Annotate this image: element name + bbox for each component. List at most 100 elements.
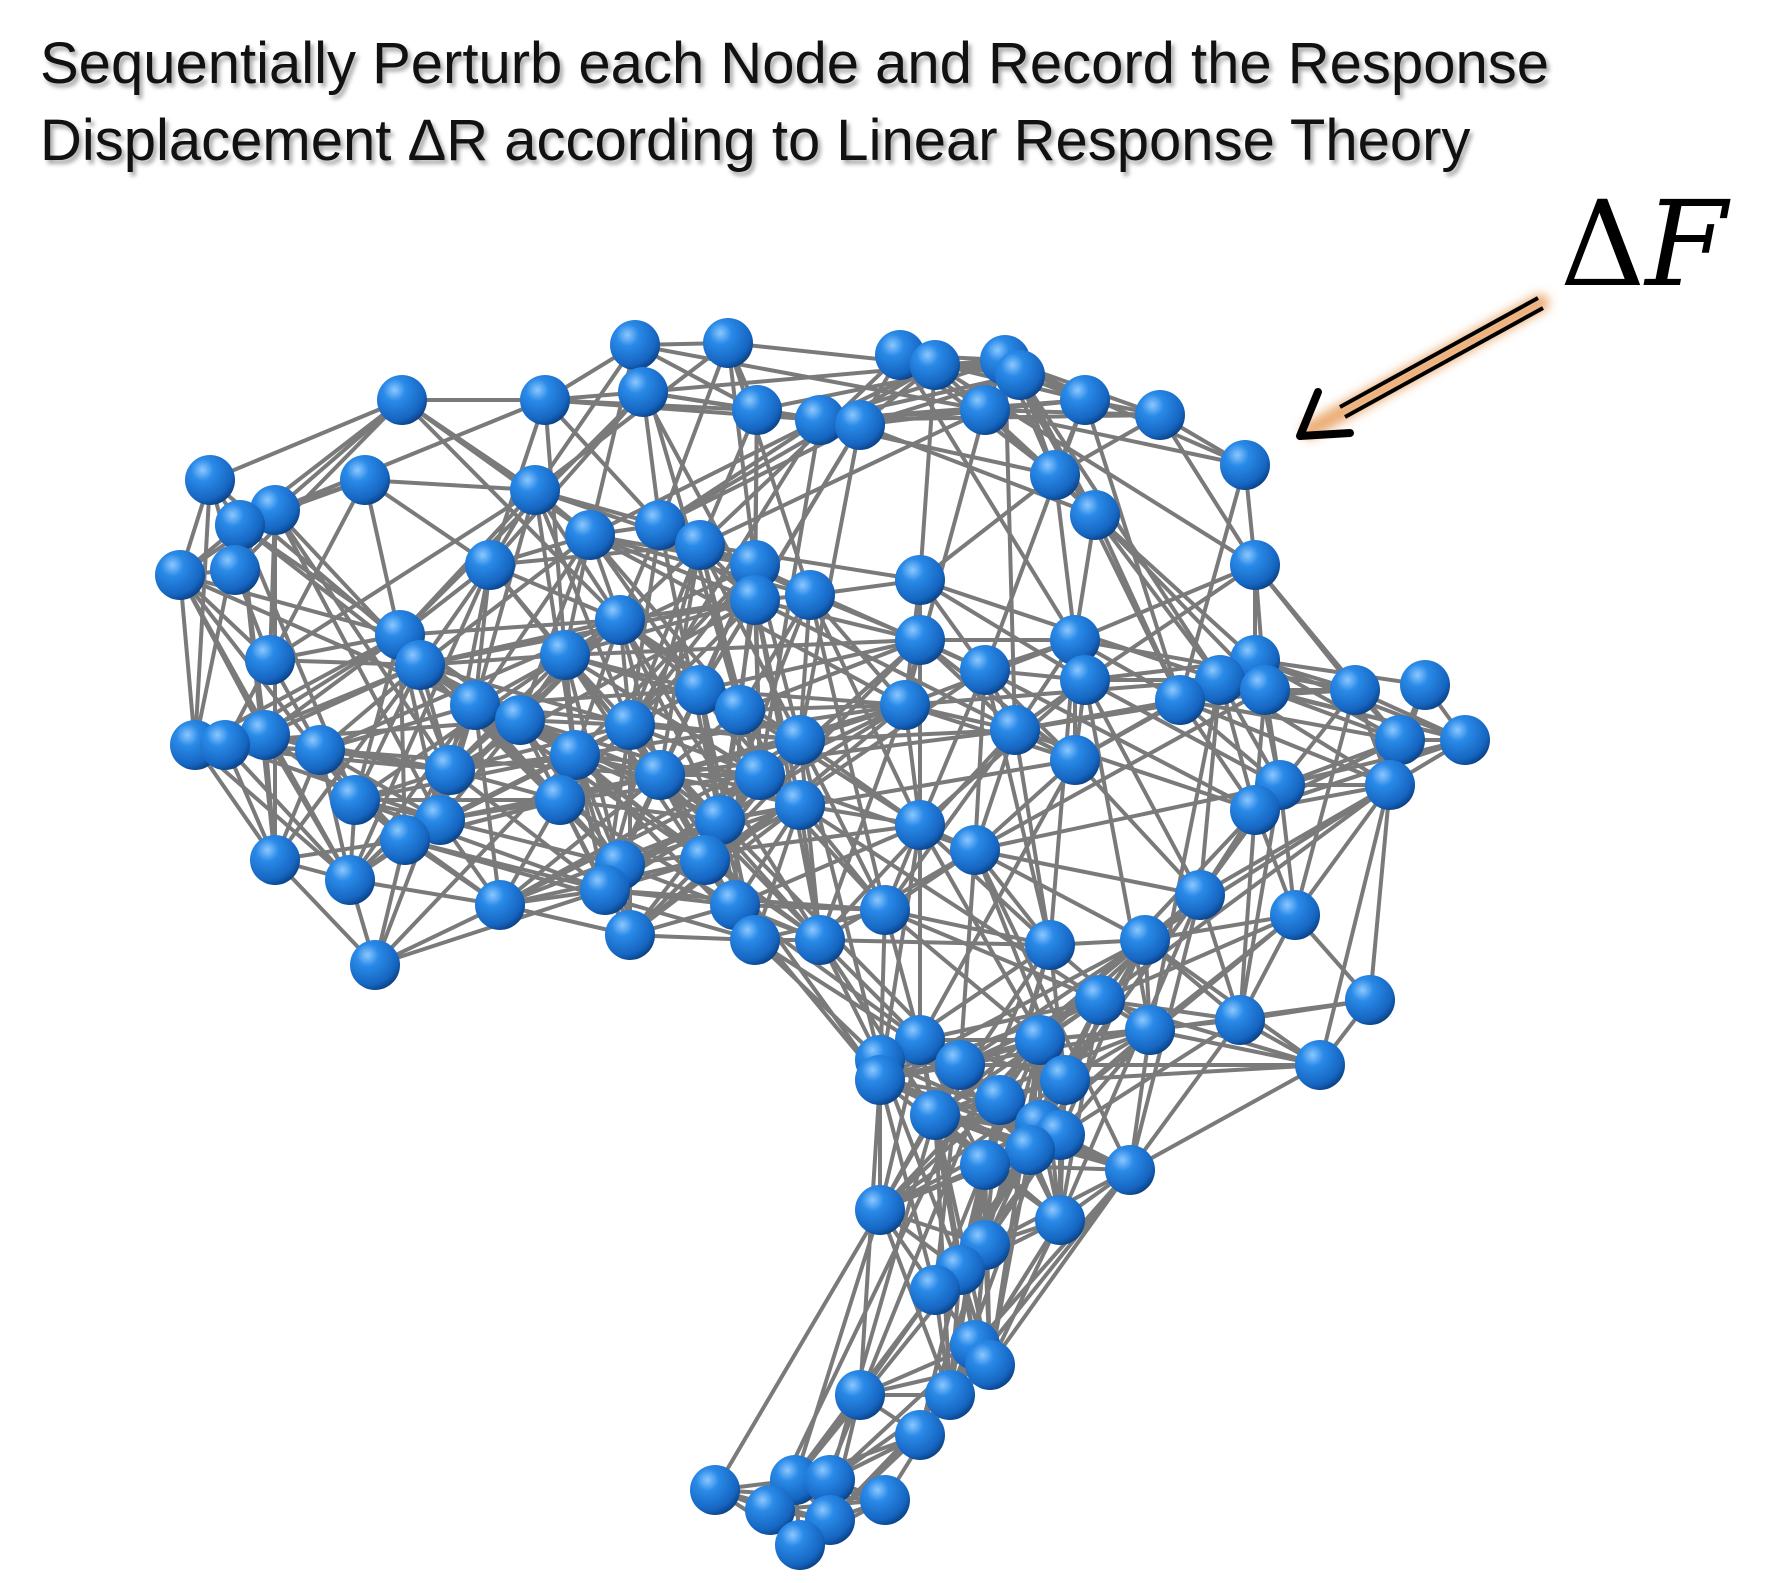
network-node-sphere-icon <box>1375 715 1425 765</box>
network-edge <box>1293 783 1392 917</box>
network-node-sphere-icon <box>250 835 300 885</box>
network-node-sphere-icon <box>425 745 475 795</box>
network-node-sphere-icon <box>925 1370 975 1420</box>
network-edge <box>588 533 757 602</box>
network-edge <box>698 408 987 547</box>
network-edge <box>1148 1028 1322 1067</box>
network-node-sphere-icon <box>510 465 560 515</box>
network-edge <box>628 598 757 727</box>
network-edge <box>1143 913 1297 942</box>
network-node-sphere-icon <box>910 1090 960 1140</box>
network-node-sphere-icon <box>805 1455 855 1505</box>
network-edge <box>363 478 537 492</box>
network-edge <box>618 618 722 822</box>
network-edge <box>1013 698 1182 732</box>
delta-f-label: ΔF <box>1560 185 1727 303</box>
network-node-sphere-icon <box>1070 490 1120 540</box>
network-edge <box>1073 758 1202 897</box>
network-node-sphere-icon <box>745 1485 795 1535</box>
network-edge <box>438 818 622 867</box>
network-edge <box>1178 698 1392 787</box>
network-edge <box>1013 728 1257 812</box>
network-edge <box>1058 893 1202 1222</box>
network-node-sphere-icon <box>540 630 590 680</box>
network-edge <box>883 728 1017 912</box>
network-edge <box>348 703 477 882</box>
network-edge <box>1083 678 1202 897</box>
network-edge <box>488 390 645 567</box>
network-edge <box>733 823 922 907</box>
network-edge <box>318 703 477 752</box>
network-edge <box>448 768 607 892</box>
network-node-sphere-icon <box>340 455 390 505</box>
network-node-sphere-icon <box>1195 655 1245 705</box>
network-node-sphere-icon <box>1240 665 1290 715</box>
network-node-sphere-icon <box>975 1075 1025 1125</box>
network-node-sphere-icon <box>795 915 845 965</box>
network-node-sphere-icon <box>860 1475 910 1525</box>
network-edge <box>353 798 607 892</box>
network-edge <box>983 668 1257 812</box>
network-edge <box>473 703 502 907</box>
network-node-sphere-icon <box>550 730 600 780</box>
network-node-sphere-icon <box>1440 715 1490 765</box>
network-edge <box>733 903 887 912</box>
network-edge <box>363 478 492 567</box>
network-node-sphere-icon <box>1155 675 1205 725</box>
network-edge <box>1178 698 1402 742</box>
network-node-sphere-icon <box>910 340 960 390</box>
network-edge <box>1018 373 1222 682</box>
network-node-sphere-icon <box>1175 870 1225 920</box>
network-edge <box>1098 913 1297 1002</box>
network-edge <box>273 398 404 512</box>
network-edge <box>988 1218 1062 1367</box>
network-node-sphere-icon <box>495 695 545 745</box>
network-node-sphere-icon <box>1345 975 1395 1025</box>
network-edge <box>798 738 887 912</box>
network-node-sphere-icon <box>675 520 725 570</box>
network-edge <box>268 478 367 662</box>
network-edge <box>973 668 987 852</box>
network-node-sphere-icon <box>960 385 1010 435</box>
network-edge <box>348 878 502 907</box>
network-edge <box>698 638 922 692</box>
network-edge <box>273 398 547 512</box>
delta-symbol: Δ <box>1560 175 1646 313</box>
network-node-sphere-icon <box>377 375 427 425</box>
network-edge <box>1073 563 1257 642</box>
network-edge <box>448 563 492 772</box>
network-edge <box>718 703 907 822</box>
network-node-sphere-icon <box>1030 450 1080 500</box>
network-edge <box>658 728 1017 777</box>
network-node-sphere-icon <box>960 1140 1010 1190</box>
network-edge <box>1293 688 1357 917</box>
network-edge <box>178 573 197 747</box>
network-edge <box>398 618 622 637</box>
network-node-sphere-icon <box>610 320 660 370</box>
network-node-sphere-icon <box>1220 440 1270 490</box>
network-node-sphere-icon <box>330 775 380 825</box>
network-edge <box>818 703 907 942</box>
perturbation-force-arrow-icon <box>1296 294 1549 440</box>
title-line-2: Displacement ΔR according to Linear Resp… <box>40 108 1471 173</box>
network-node-sphere-icon <box>1035 1195 1085 1245</box>
network-edge <box>268 658 422 667</box>
network-edge <box>738 703 907 712</box>
network-node-sphere-icon <box>835 400 885 450</box>
network-node-sphere-icon <box>605 910 655 960</box>
network-node-sphere-icon <box>895 800 945 850</box>
network-edge <box>768 1114 962 1511</box>
network-edge <box>418 533 592 667</box>
network-edge <box>558 798 722 822</box>
network-node-sphere-icon <box>635 500 685 550</box>
network-node-sphere-icon <box>735 750 785 800</box>
network-node-sphere-icon <box>895 615 945 665</box>
network-node-sphere-icon <box>1125 1005 1175 1055</box>
network-node-sphere-icon <box>245 635 295 685</box>
network-edge <box>883 908 1102 1002</box>
network-edge <box>713 1208 882 1492</box>
network-node-sphere-icon <box>1025 920 1075 970</box>
network-node-sphere-icon <box>380 815 430 865</box>
network-edge <box>318 748 662 777</box>
